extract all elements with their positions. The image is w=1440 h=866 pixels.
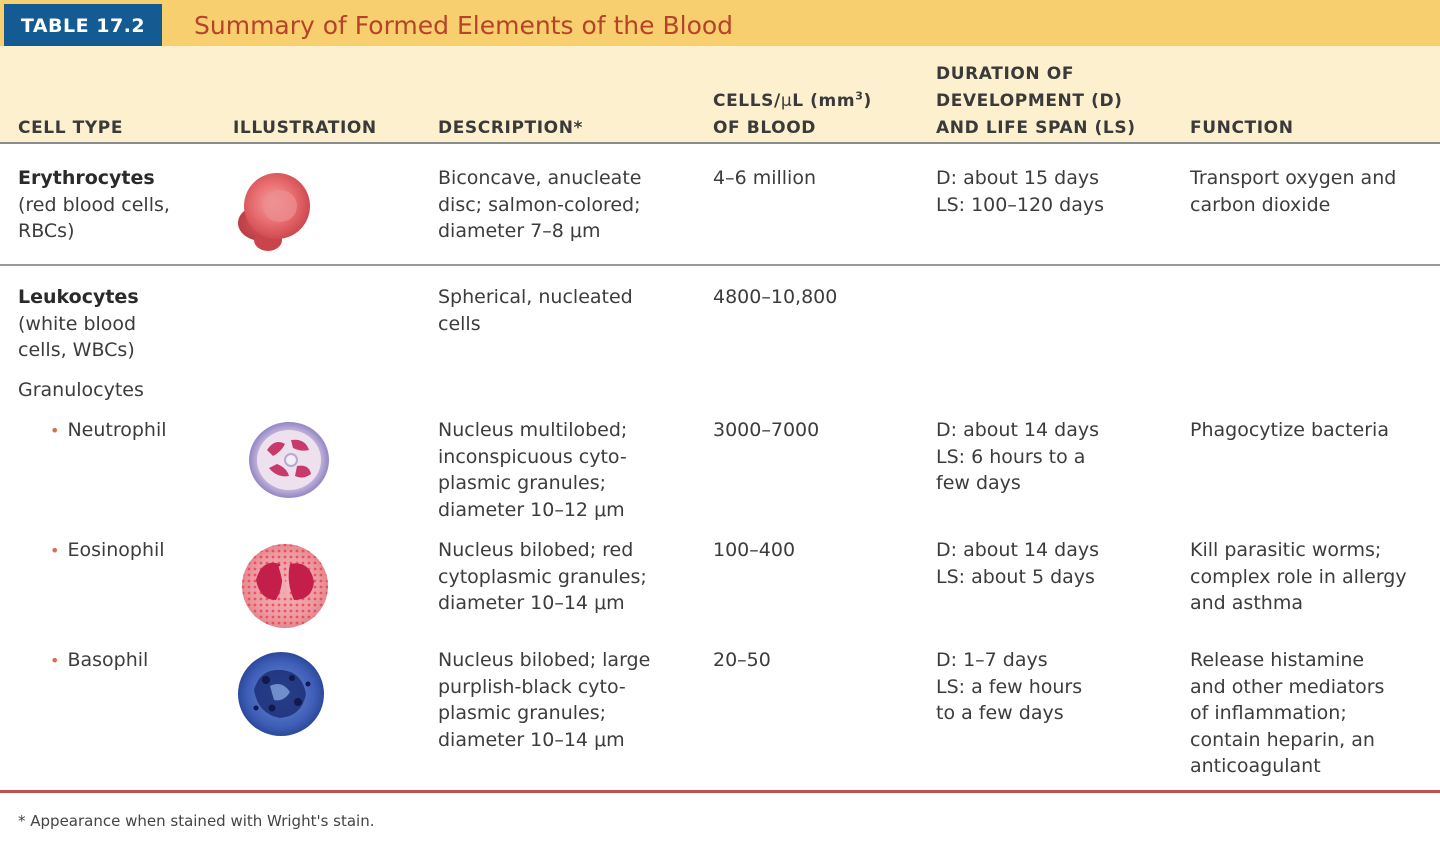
function-eosinophil: Kill parasitic worms; complex role in al… <box>1190 539 1407 614</box>
cells-header-line-2: OF BLOOD <box>713 118 816 138</box>
table-title: Summary of Formed Elements of the Blood <box>194 11 734 40</box>
column-header-cell-type: CELL TYPE <box>18 118 124 138</box>
bullet-icon: • <box>50 651 60 670</box>
column-header-illustration: ILLUSTRATION <box>233 118 377 138</box>
neutrophil-icon <box>249 422 329 498</box>
header-divider <box>0 142 1440 144</box>
red-blood-cell-icon <box>238 173 310 251</box>
function-neutrophil: Phagocytize bacteria <box>1190 419 1389 441</box>
count-neutrophil: 3000–7000 <box>713 419 820 441</box>
eosinophil-icon <box>242 544 328 628</box>
table-number-badge: TABLE 17.2 <box>4 4 162 46</box>
bullet-icon: • <box>50 421 60 440</box>
column-header-function: FUNCTION <box>1190 118 1294 138</box>
basophil-icon <box>238 652 324 736</box>
cell-type-erythrocytes: Erythrocytes (red blood cells, RBCs) <box>18 167 170 242</box>
granulocytes-label: Granulocytes <box>18 379 144 401</box>
function-erythrocytes: Transport oxygen and carbon dioxide <box>1190 167 1397 216</box>
table-title-band <box>0 0 1440 46</box>
function-basophil: Release histamine and other mediators of… <box>1190 649 1385 777</box>
column-header-description: DESCRIPTION* <box>438 118 584 138</box>
duration-erythrocytes: D: about 15 days LS: 100–120 days <box>936 167 1105 216</box>
cell-type-eosinophil: • Eosinophil <box>50 539 165 561</box>
column-header-cells-per-ul: CELLS/μL (mm3) OF BLOOD <box>713 88 872 142</box>
duration-eosinophil: D: about 14 days LS: about 5 days <box>936 539 1099 588</box>
desc-neutrophil: Nucleus multilobed; inconspicuous cyto- … <box>438 419 628 521</box>
desc-erythrocytes: Biconcave, anucleate disc; salmon-colore… <box>438 167 642 242</box>
desc-leukocytes: Spherical, nucleated cells <box>438 286 633 335</box>
count-eosinophil: 100–400 <box>713 539 796 561</box>
column-header-duration: DURATION OF DEVELOPMENT (D) AND LIFE SPA… <box>936 64 1136 138</box>
column-header-row: CELL TYPE ILLUSTRATION DESCRIPTION* CELL… <box>0 46 1440 142</box>
duration-neutrophil: D: about 14 days LS: 6 hours to a few da… <box>936 419 1099 494</box>
row-divider <box>0 264 1440 266</box>
bullet-icon: • <box>50 541 60 560</box>
footnote: * Appearance when stained with Wright's … <box>18 812 375 830</box>
cells-header-line-1: CELLS/μL (mm3) <box>713 89 872 111</box>
desc-eosinophil: Nucleus bilobed; red cytoplasmic granule… <box>438 539 647 614</box>
table-bottom-rule <box>0 790 1440 793</box>
count-basophil: 20–50 <box>713 649 771 671</box>
cell-type-basophil: • Basophil <box>50 649 149 671</box>
count-erythrocytes: 4–6 million <box>713 167 817 189</box>
duration-basophil: D: 1–7 days LS: a few hours to a few day… <box>936 649 1083 724</box>
cell-type-leukocytes: Leukocytes (white blood cells, WBCs) <box>18 286 139 361</box>
cell-type-neutrophil: • Neutrophil <box>50 419 167 441</box>
desc-basophil: Nucleus bilobed; large purplish-black cy… <box>438 649 651 751</box>
count-leukocytes: 4800–10,800 <box>713 286 838 308</box>
